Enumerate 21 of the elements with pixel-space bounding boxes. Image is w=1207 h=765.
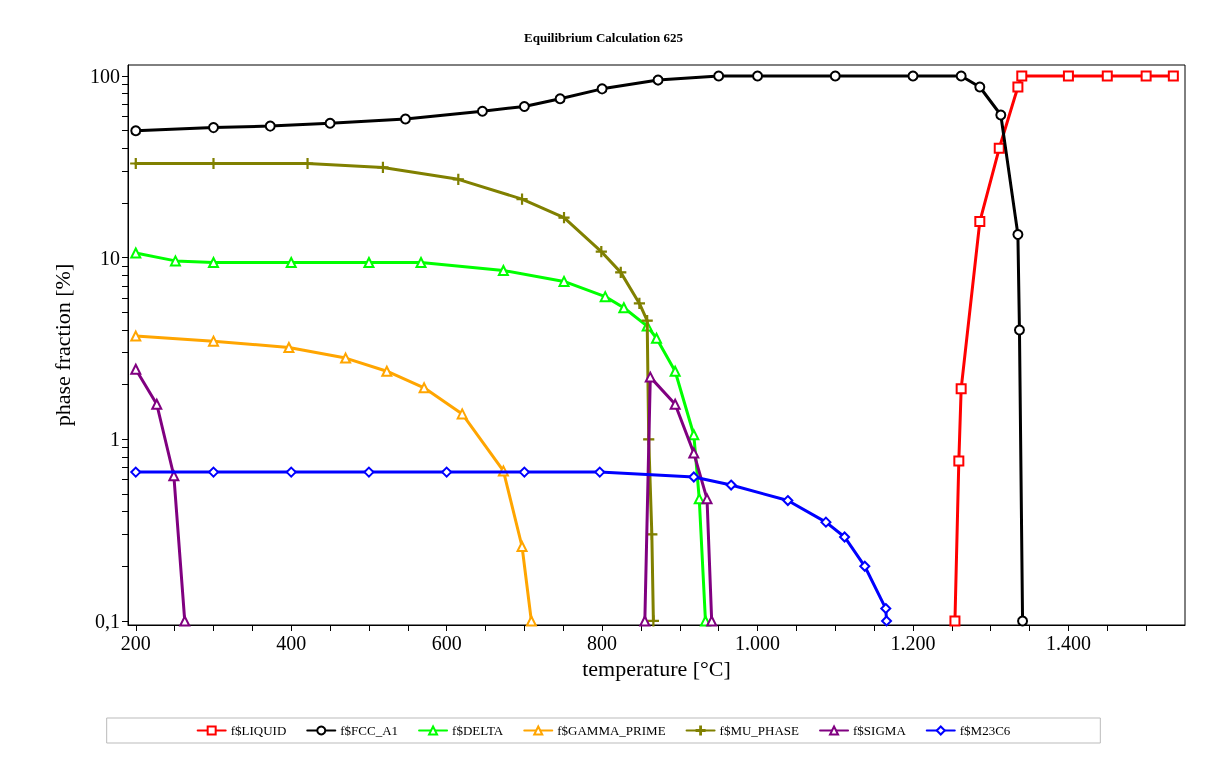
x-tick-label: 200	[120, 632, 151, 654]
legend-label: f$LIQUID	[230, 723, 287, 738]
legend-label: f$DELTA	[452, 723, 504, 738]
x-axis-title: temperature [°C]	[582, 656, 731, 682]
y-tick-label: 0,1	[95, 609, 120, 632]
y-tick-label: 100	[90, 65, 120, 88]
legend-label: f$MU_PHASE	[719, 723, 800, 738]
y-axis-title: phase fraction [%]	[49, 263, 75, 427]
legend-label: f$M23C6	[959, 723, 1011, 738]
chart-title: Equilibrium Calculation 625	[524, 30, 684, 45]
legend-label: f$FCC_A1	[340, 723, 399, 738]
x-tick-label: 800	[587, 632, 618, 654]
x-tick-label: 1.000	[735, 632, 781, 654]
x-tick-label: 1.400	[1045, 632, 1091, 654]
x-tick-label: 400	[276, 632, 307, 654]
y-tick-label: 1	[110, 428, 120, 451]
y-tick-label: 10	[100, 246, 120, 269]
legend-label: f$GAMMA_PRIME	[557, 723, 666, 738]
legend-label: f$SIGMA	[853, 723, 907, 738]
x-tick-label: 600	[431, 632, 462, 654]
x-tick-label: 1.200	[890, 632, 936, 654]
